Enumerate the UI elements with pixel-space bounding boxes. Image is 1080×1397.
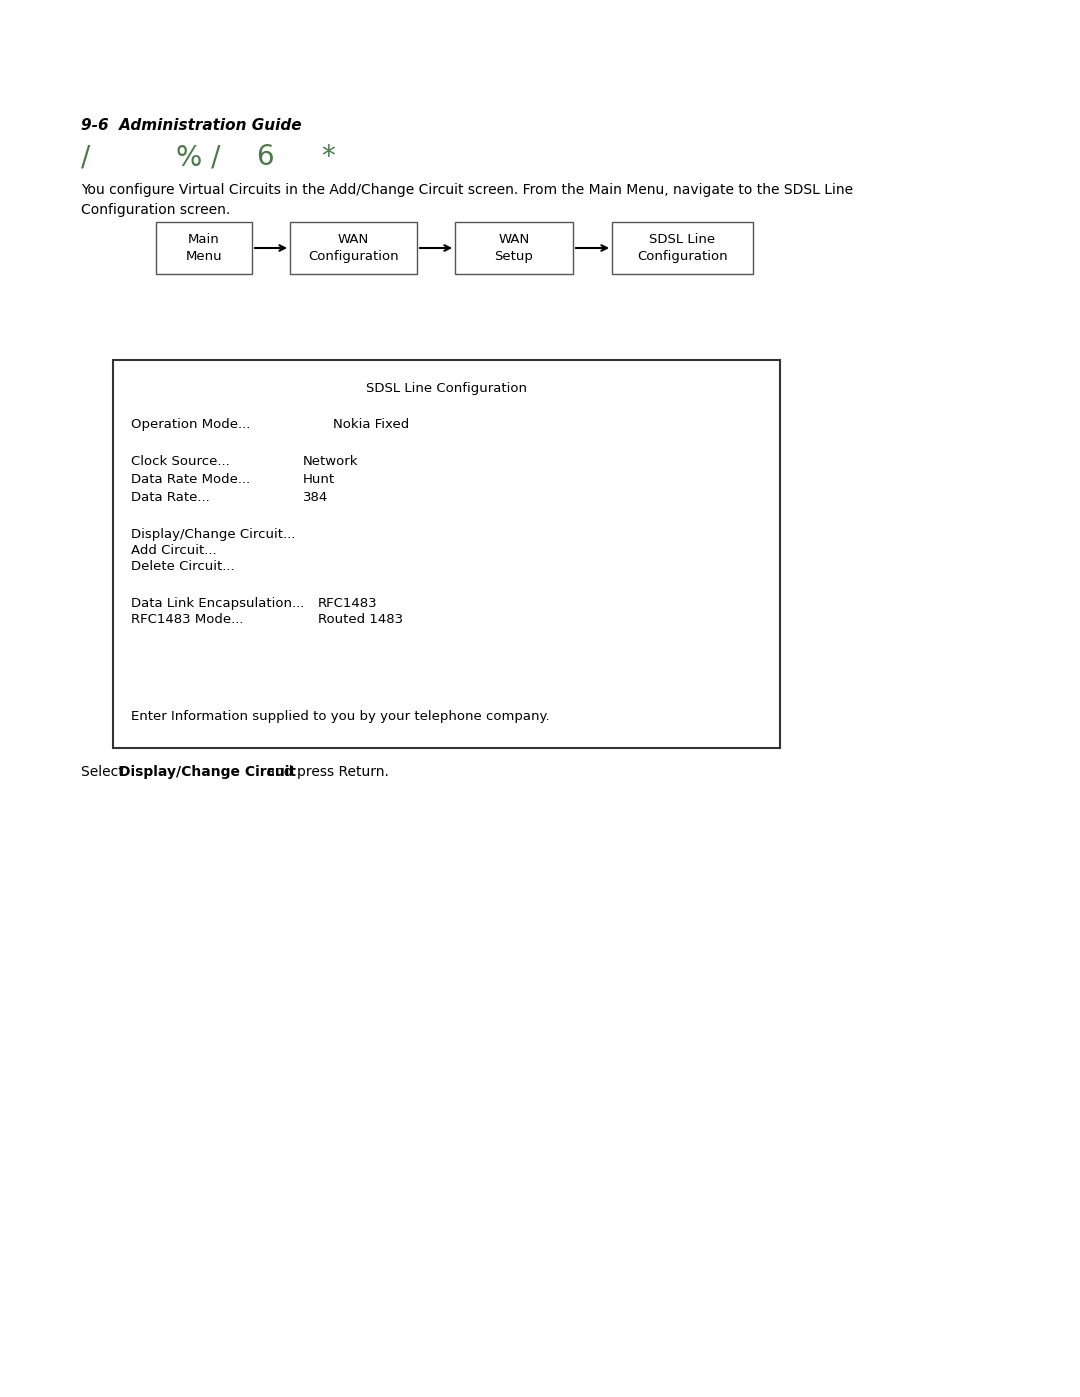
Text: SDSL Line
Configuration: SDSL Line Configuration <box>637 233 728 263</box>
Text: /: / <box>81 142 91 170</box>
Text: Display/Change Circuit...: Display/Change Circuit... <box>131 528 295 541</box>
FancyBboxPatch shape <box>455 222 573 274</box>
Text: Data Link Encapsulation...: Data Link Encapsulation... <box>131 597 305 610</box>
Text: Data Rate...: Data Rate... <box>131 490 210 504</box>
Text: You configure Virtual Circuits in the Add/Change Circuit screen. From the Main M: You configure Virtual Circuits in the Ad… <box>81 183 853 217</box>
Text: and press Return.: and press Return. <box>262 766 389 780</box>
Text: Add Circuit...: Add Circuit... <box>131 543 217 557</box>
Text: Routed 1483: Routed 1483 <box>318 613 403 626</box>
Text: *: * <box>321 142 335 170</box>
Text: Operation Mode...: Operation Mode... <box>131 418 251 432</box>
Text: WAN
Configuration: WAN Configuration <box>308 233 399 263</box>
Text: Main
Menu: Main Menu <box>186 233 222 263</box>
Text: 9-6  Administration Guide: 9-6 Administration Guide <box>81 117 301 133</box>
FancyBboxPatch shape <box>291 222 417 274</box>
FancyBboxPatch shape <box>156 222 252 274</box>
Text: Data Rate Mode...: Data Rate Mode... <box>131 474 251 486</box>
Text: 6: 6 <box>256 142 273 170</box>
Text: SDSL Line Configuration: SDSL Line Configuration <box>366 381 527 395</box>
Text: Clock Source...: Clock Source... <box>131 455 230 468</box>
Text: RFC1483 Mode...: RFC1483 Mode... <box>131 613 243 626</box>
Text: Nokia Fixed: Nokia Fixed <box>333 418 409 432</box>
Text: Display/Change Circuit: Display/Change Circuit <box>119 766 296 780</box>
Text: RFC1483: RFC1483 <box>318 597 378 610</box>
FancyBboxPatch shape <box>612 222 753 274</box>
Text: Select: Select <box>81 766 129 780</box>
Text: Delete Circuit...: Delete Circuit... <box>131 560 234 573</box>
Text: Enter Information supplied to you by your telephone company.: Enter Information supplied to you by you… <box>131 710 550 724</box>
FancyBboxPatch shape <box>113 360 780 747</box>
Text: % /: % / <box>176 142 220 170</box>
Text: 384: 384 <box>303 490 328 504</box>
Text: WAN
Setup: WAN Setup <box>495 233 534 263</box>
Text: Network: Network <box>303 455 359 468</box>
Text: Hunt: Hunt <box>303 474 335 486</box>
